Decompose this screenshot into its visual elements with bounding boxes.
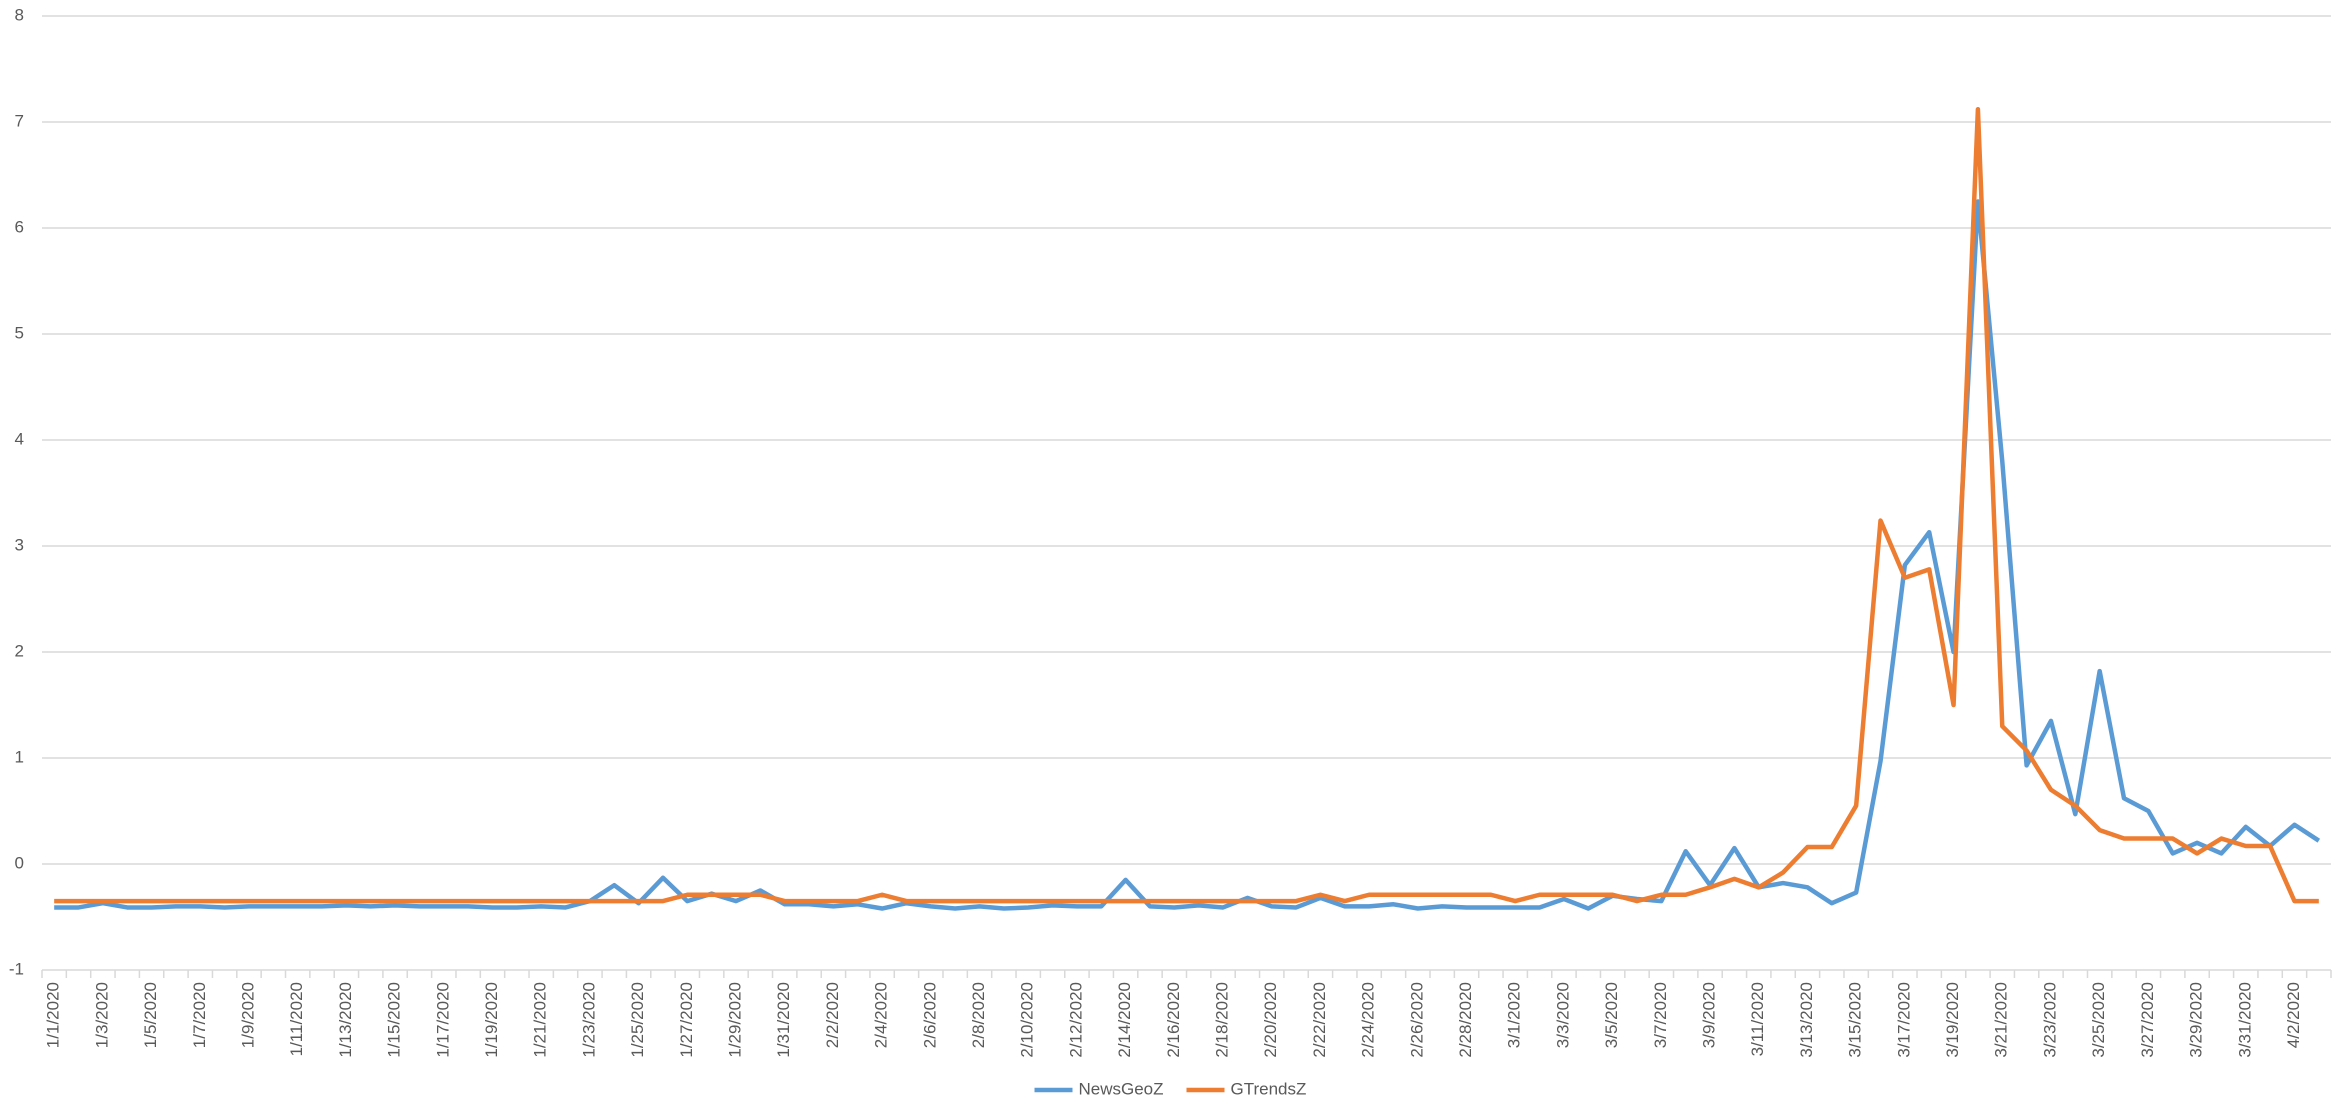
x-tick-label: 2/12/2020 [1066,982,1085,1058]
y-tick-label: 7 [15,111,24,130]
x-tick-label: 1/9/2020 [238,982,257,1048]
x-tick-label: 2/28/2020 [1456,982,1475,1058]
x-tick-label: 2/2/2020 [823,982,842,1048]
x-tick-label: 1/3/2020 [92,982,111,1048]
x-tick-label: 1/19/2020 [482,982,501,1058]
x-tick-label: 3/31/2020 [2235,982,2254,1058]
y-tick-label: 6 [15,217,24,236]
x-tick-label: 2/6/2020 [920,982,939,1048]
x-tick-label: 4/2/2020 [2284,982,2303,1048]
y-tick-label: 0 [15,853,24,872]
x-tick-label: 1/1/2020 [44,982,63,1048]
series-line [54,199,2321,911]
x-tick-label: 1/25/2020 [628,982,647,1058]
x-tick-label: 1/31/2020 [774,982,793,1058]
y-tick-label: 8 [15,5,24,24]
y-tick-label: 3 [15,535,24,554]
y-tick-label: 2 [15,641,24,660]
x-tick-label: 1/13/2020 [336,982,355,1058]
x-tick-label: 3/27/2020 [2138,982,2157,1058]
x-tick-label: 3/23/2020 [2040,982,2059,1058]
x-tick-label: 1/29/2020 [725,982,744,1058]
x-tick-label: 3/9/2020 [1700,982,1719,1048]
x-tick-label: 3/15/2020 [1846,982,1865,1058]
legend-label: NewsGeoZ [1079,1079,1164,1098]
x-tick-label: 2/10/2020 [1018,982,1037,1058]
x-tick-label: 2/24/2020 [1359,982,1378,1058]
x-tick-label: 2/18/2020 [1213,982,1232,1058]
x-tick-label: 2/8/2020 [969,982,988,1048]
y-tick-label: 1 [15,747,24,766]
x-tick-label: 3/5/2020 [1602,982,1621,1048]
y-tick-label: 5 [15,323,24,342]
x-tick-label: 3/17/2020 [1894,982,1913,1058]
x-tick-label: 2/26/2020 [1407,982,1426,1058]
y-tick-label: -1 [9,959,24,978]
x-tick-label: 3/29/2020 [2187,982,2206,1058]
x-tick-label: 3/3/2020 [1553,982,1572,1048]
x-tick-label: 2/20/2020 [1261,982,1280,1058]
x-tick-label: 2/14/2020 [1115,982,1134,1058]
x-tick-label: 3/11/2020 [1748,982,1767,1056]
x-tick-label: 3/13/2020 [1797,982,1816,1058]
x-tick-label: 3/7/2020 [1651,982,1670,1048]
x-tick-label: 1/17/2020 [433,982,452,1058]
x-tick-label: 1/23/2020 [579,982,598,1058]
x-tick-label: 2/4/2020 [872,982,891,1048]
legend-label: GTrendsZ [1231,1079,1307,1098]
x-tick-label: 1/21/2020 [531,982,550,1058]
x-tick-label: 1/27/2020 [677,982,696,1058]
x-tick-label: 1/11/2020 [287,982,306,1056]
x-tick-label: 3/25/2020 [2089,982,2108,1058]
x-tick-label: 1/7/2020 [190,982,209,1048]
x-tick-label: 2/22/2020 [1310,982,1329,1058]
x-tick-label: 3/19/2020 [1943,982,1962,1058]
x-tick-label: 1/5/2020 [141,982,160,1048]
y-tick-label: 4 [15,429,24,448]
x-tick-label: 1/15/2020 [385,982,404,1058]
series-line [54,107,2319,904]
x-tick-label: 3/21/2020 [1992,982,2011,1058]
x-tick-label: 3/1/2020 [1505,982,1524,1048]
x-tick-label: 2/16/2020 [1164,982,1183,1058]
